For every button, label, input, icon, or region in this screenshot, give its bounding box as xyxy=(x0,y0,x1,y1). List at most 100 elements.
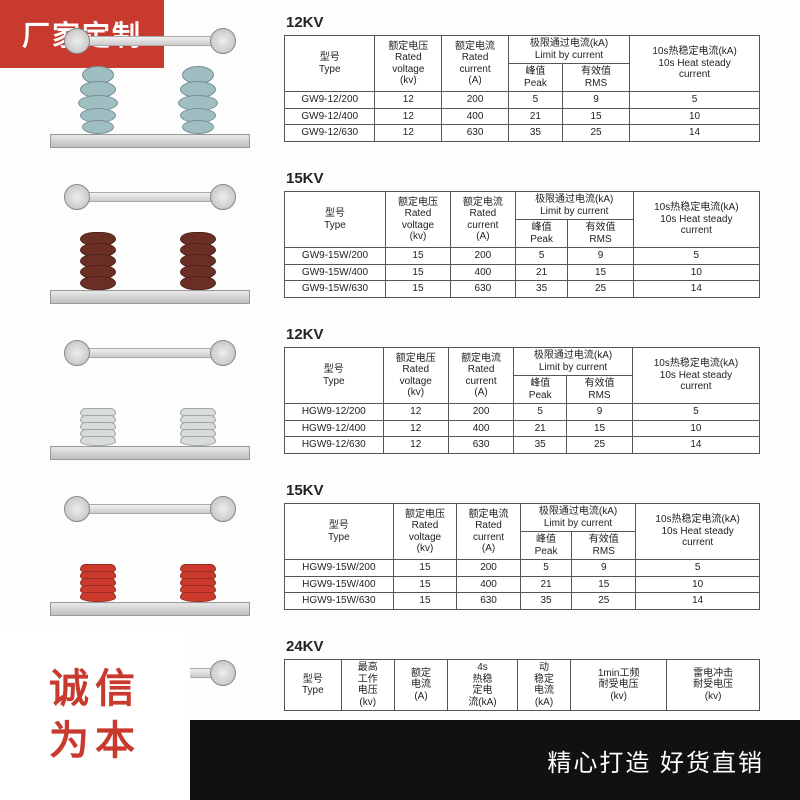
col-impulse: 雷电冲击耐受电压(kv) xyxy=(667,660,760,711)
table-row: GW9-12/20012200595 xyxy=(285,92,760,109)
col-peak: 峰值Peak xyxy=(514,376,567,404)
table-cell: 10 xyxy=(633,264,759,281)
col-heat: 10s热稳定电流(kA)10s Heat steadycurrent xyxy=(633,192,759,248)
col-limit: 极限通过电流(kA)Limit by current xyxy=(514,348,633,376)
table-cell: 15 xyxy=(386,248,451,265)
table-cell: 12 xyxy=(383,437,448,454)
col-current: 额定电流Ratedcurrent(A) xyxy=(457,504,521,560)
table-cell: 5 xyxy=(633,248,759,265)
table-row: HGW9-15W/20015200595 xyxy=(285,560,760,577)
switch-arm-icon xyxy=(70,192,230,202)
table-cell: 25 xyxy=(568,281,633,298)
bottom-bar-text: 精心打造 好货直销 xyxy=(547,743,764,778)
table-cell: 25 xyxy=(562,125,629,142)
col-rms: 有效值RMS xyxy=(567,376,633,404)
insulator-icon xyxy=(80,411,116,446)
table-cell: 21 xyxy=(514,420,567,437)
spec-block: 15KV型号Type额定电压Ratedvoltage(kv)额定电流Ratedc… xyxy=(284,166,760,298)
table-cell: 5 xyxy=(632,404,759,421)
table-cell: HGW9-12/200 xyxy=(285,404,384,421)
col-work-voltage: 最高工作电压(kv) xyxy=(341,660,394,711)
table-cell: 14 xyxy=(632,437,759,454)
hinge-icon xyxy=(210,28,236,54)
table-cell: HGW9-15W/200 xyxy=(285,560,394,577)
spec-table: 型号Type额定电压Ratedvoltage(kv)额定电流Ratedcurre… xyxy=(284,35,760,142)
col-heat: 10s热稳定电流(kA)10s Heat steadycurrent xyxy=(636,504,760,560)
table-row: HGW9-12/63012630352514 xyxy=(285,437,760,454)
col-type: 型号Type xyxy=(285,660,342,711)
table-cell: 12 xyxy=(383,404,448,421)
insulator-icon xyxy=(80,567,116,602)
table-cell: 14 xyxy=(636,593,760,610)
col-current: 额定电流Ratedcurrent(A) xyxy=(448,348,513,404)
col-rated-current: 额定电流(A) xyxy=(394,660,447,711)
hinge-icon xyxy=(64,340,90,366)
col-limit: 极限通过电流(kA)Limit by current xyxy=(515,192,633,220)
table-cell: 15 xyxy=(568,264,633,281)
table-cell: 200 xyxy=(450,248,515,265)
col-type: 型号Type xyxy=(285,504,394,560)
table-cell: 12 xyxy=(375,108,442,125)
switch-arm-icon xyxy=(70,36,230,46)
table-cell: 14 xyxy=(630,125,760,142)
spec-table: 型号Type额定电压Ratedvoltage(kv)额定电流Ratedcurre… xyxy=(284,191,760,298)
table-cell: 400 xyxy=(448,420,513,437)
table-cell: 10 xyxy=(630,108,760,125)
table-cell: 630 xyxy=(442,125,509,142)
hinge-icon xyxy=(210,184,236,210)
table-row: HGW9-12/20012200595 xyxy=(285,404,760,421)
col-heat: 10s热稳定电流(kA)10s Heat steadycurrent xyxy=(630,36,760,92)
hinge-icon xyxy=(210,496,236,522)
base-bar-icon xyxy=(50,446,250,460)
table-row: GW9-15W/40015400211510 xyxy=(285,264,760,281)
col-current: 额定电流Ratedcurrent(A) xyxy=(442,36,509,92)
table-cell: 15 xyxy=(567,420,633,437)
badge-integrity-line2: 为本 xyxy=(49,715,141,767)
col-type: 型号Type xyxy=(285,36,375,92)
col-type: 型号Type xyxy=(285,348,384,404)
table-cell: 12 xyxy=(383,420,448,437)
table-row: HGW9-12/40012400211510 xyxy=(285,420,760,437)
switch-arm-icon xyxy=(70,348,230,358)
table-cell: 9 xyxy=(568,248,633,265)
table-cell: 400 xyxy=(450,264,515,281)
spec-block-24kv: 24KV 型号Type 最高工作电压(kv) 额定电流(A) 4s热稳定电流(k… xyxy=(284,634,760,711)
col-limit: 极限通过电流(kA)Limit by current xyxy=(520,504,635,532)
switch-arm-icon xyxy=(70,504,230,514)
col-rms: 有效值RMS xyxy=(568,220,633,248)
col-voltage: 额定电压Ratedvoltage(kv) xyxy=(386,192,451,248)
col-heat: 10s热稳定电流(kA)10s Heat steadycurrent xyxy=(632,348,759,404)
spec-section: 12KV型号Type额定电压Ratedvoltage(kv)额定电流Ratedc… xyxy=(40,322,760,470)
table-cell: 21 xyxy=(508,108,562,125)
base-bar-icon xyxy=(50,602,250,616)
spec-section: 12KV型号Type额定电压Ratedvoltage(kv)额定电流Ratedc… xyxy=(40,10,760,158)
product-image xyxy=(40,340,270,470)
spec-title: 12KV xyxy=(286,326,760,343)
hinge-icon xyxy=(64,184,90,210)
table-cell: 25 xyxy=(567,437,633,454)
product-image xyxy=(40,184,270,314)
col-limit: 极限通过电流(kA)Limit by current xyxy=(508,36,629,64)
table-cell: GW9-12/400 xyxy=(285,108,375,125)
hinge-icon xyxy=(64,496,90,522)
table-row: HGW9-15W/40015400211510 xyxy=(285,576,760,593)
table-cell: 15 xyxy=(386,281,451,298)
badge-integrity-line1: 诚信 xyxy=(49,663,141,715)
col-4s-heat: 4s热稳定电流(kA) xyxy=(448,660,518,711)
table-cell: 15 xyxy=(562,108,629,125)
table-cell: GW9-12/630 xyxy=(285,125,375,142)
table-cell: 15 xyxy=(572,576,636,593)
col-current: 额定电流Ratedcurrent(A) xyxy=(450,192,515,248)
table-cell: HGW9-15W/630 xyxy=(285,593,394,610)
table-cell: 630 xyxy=(450,281,515,298)
table-cell: 200 xyxy=(448,404,513,421)
table-cell: GW9-15W/400 xyxy=(285,264,386,281)
table-cell: 5 xyxy=(630,92,760,109)
table-header-row: 型号Type额定电压Ratedvoltage(kv)额定电流Ratedcurre… xyxy=(285,36,760,64)
spec-table: 型号Type额定电压Ratedvoltage(kv)额定电流Ratedcurre… xyxy=(284,503,760,610)
table-cell: 200 xyxy=(457,560,521,577)
table-cell: HGW9-15W/400 xyxy=(285,576,394,593)
table-cell: HGW9-12/630 xyxy=(285,437,384,454)
spec-block: 15KV型号Type额定电压Ratedvoltage(kv)额定电流Ratedc… xyxy=(284,478,760,610)
insulator-icon xyxy=(80,235,116,290)
